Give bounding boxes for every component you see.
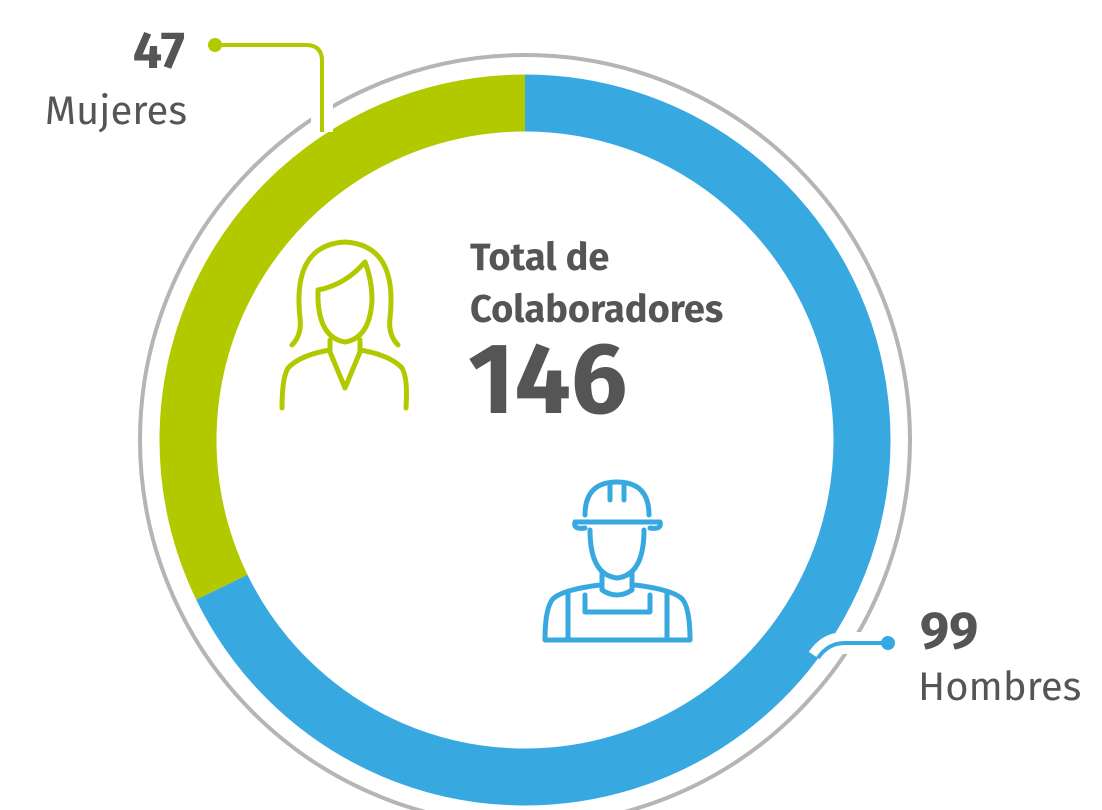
- donut: [159, 74, 891, 806]
- leader-gap: [215, 34, 333, 132]
- leader-dot: [208, 38, 222, 52]
- worker-icon: [542, 479, 693, 643]
- donut-segment: [159, 74, 526, 600]
- leader-dot: [881, 636, 895, 650]
- category-label: Hombres: [918, 663, 1081, 711]
- value-label: 99: [920, 599, 978, 662]
- donut-segment: [196, 74, 891, 806]
- leader-line: [215, 43, 324, 132]
- outer-ring: [138, 53, 912, 810]
- center-title: Total de Colaboradores: [470, 235, 724, 333]
- leader-line: [816, 641, 888, 660]
- value-label: 47: [133, 19, 185, 82]
- woman-icon: [279, 239, 409, 411]
- center-total: 146: [468, 319, 628, 440]
- category-label: Mujeres: [45, 87, 187, 135]
